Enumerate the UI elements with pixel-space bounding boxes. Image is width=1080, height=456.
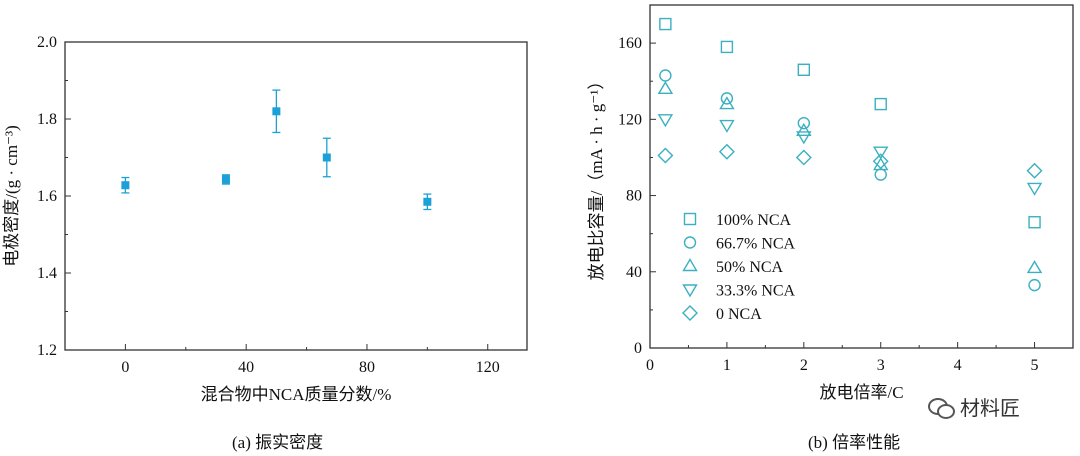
b-point-circle	[720, 92, 734, 105]
b-y-tick-label: 40	[626, 264, 642, 281]
b-point-diamond	[795, 149, 812, 166]
b-point-triangle-down	[1026, 182, 1043, 196]
a-y-tick-label: 1.4	[37, 265, 57, 282]
a-y-tick-label: 1.8	[37, 111, 57, 128]
legend-label: 0 NCA	[716, 306, 762, 323]
a-plot-frame	[64, 41, 528, 351]
b-point-square	[797, 63, 811, 76]
b-x-tick-label: 4	[954, 357, 962, 374]
a-data-point	[221, 175, 230, 184]
legend-label: 50% NCA	[716, 259, 784, 276]
b-point-triangle-down	[796, 131, 812, 145]
legend-label: 66.7% NCA	[716, 236, 796, 253]
a-y-tick-label: 1.6	[37, 188, 57, 205]
b-point-triangle-down	[657, 114, 674, 128]
a-x-tick-label: 40	[238, 359, 254, 376]
b-y-axis-label: 放电比容量/（mA · h · g⁻¹）	[587, 73, 606, 281]
b-point-diamond	[872, 153, 889, 170]
legend-marker-square	[683, 212, 697, 226]
b-point-triangle-up	[796, 122, 812, 136]
a-data-point	[121, 181, 130, 190]
b-x-tick-label: 1	[723, 357, 731, 374]
b-point-circle	[1028, 278, 1041, 292]
b-point-triangle-up	[657, 80, 674, 95]
b-point-square	[659, 17, 672, 31]
b-point-square	[1028, 216, 1041, 229]
a-data-point	[423, 197, 432, 206]
a-y-axis-label: 电极密度/(g · cm⁻³)	[2, 125, 21, 267]
watermark: 材料匠	[928, 392, 1020, 421]
a-data-point	[272, 107, 281, 116]
b-point-triangle-up	[1026, 260, 1043, 274]
b-point-diamond	[657, 147, 674, 164]
watermark-text: 材料匠	[960, 396, 1020, 420]
a-y-tick-label: 2.0	[37, 34, 57, 51]
b-point-triangle-down	[873, 146, 889, 160]
legend-label: 33.3% NCA	[716, 283, 796, 300]
a-x-tick-label: 80	[359, 359, 375, 376]
b-point-circle	[659, 69, 672, 82]
a-x-tick-label: 0	[121, 359, 129, 376]
caption-b: (b) 倍率性能	[808, 433, 901, 452]
b-x-tick-label: 3	[877, 357, 885, 374]
b-y-tick-label: 160	[618, 35, 642, 52]
b-y-tick-label: 120	[618, 111, 642, 128]
b-y-tick-label: 80	[626, 188, 642, 205]
a-x-axis-label: 混合物中NCA质量分数/%	[201, 385, 392, 404]
b-point-square	[874, 97, 887, 111]
b-point-square	[720, 40, 734, 54]
b-point-triangle-up	[719, 96, 735, 110]
legend-marker-triangle-up	[682, 258, 698, 272]
legend-label: 100% NCA	[716, 212, 792, 229]
b-point-diamond	[718, 143, 735, 160]
legend-marker-circle	[683, 236, 697, 249]
a-x-tick-label: 120	[476, 359, 500, 376]
b-x-tick-label: 5	[1031, 357, 1039, 374]
wechat-icon	[928, 396, 955, 419]
b-point-triangle-down	[719, 119, 735, 133]
b-x-tick-label: 0	[646, 357, 654, 374]
a-y-tick-label: 1.2	[37, 342, 57, 359]
b-point-diamond	[1026, 162, 1043, 179]
b-plot-frame	[649, 4, 1074, 349]
b-point-circle	[797, 116, 811, 130]
caption-a: (a) 振实密度	[232, 433, 324, 452]
legend-marker-triangle-down	[682, 284, 698, 298]
b-point-circle	[874, 168, 887, 181]
legend-marker-diamond	[682, 305, 698, 321]
b-x-axis-label: 放电倍率/C	[819, 383, 903, 402]
a-data-point	[322, 153, 331, 162]
b-x-tick-label: 2	[800, 357, 808, 374]
b-y-tick-label: 0	[634, 340, 642, 357]
